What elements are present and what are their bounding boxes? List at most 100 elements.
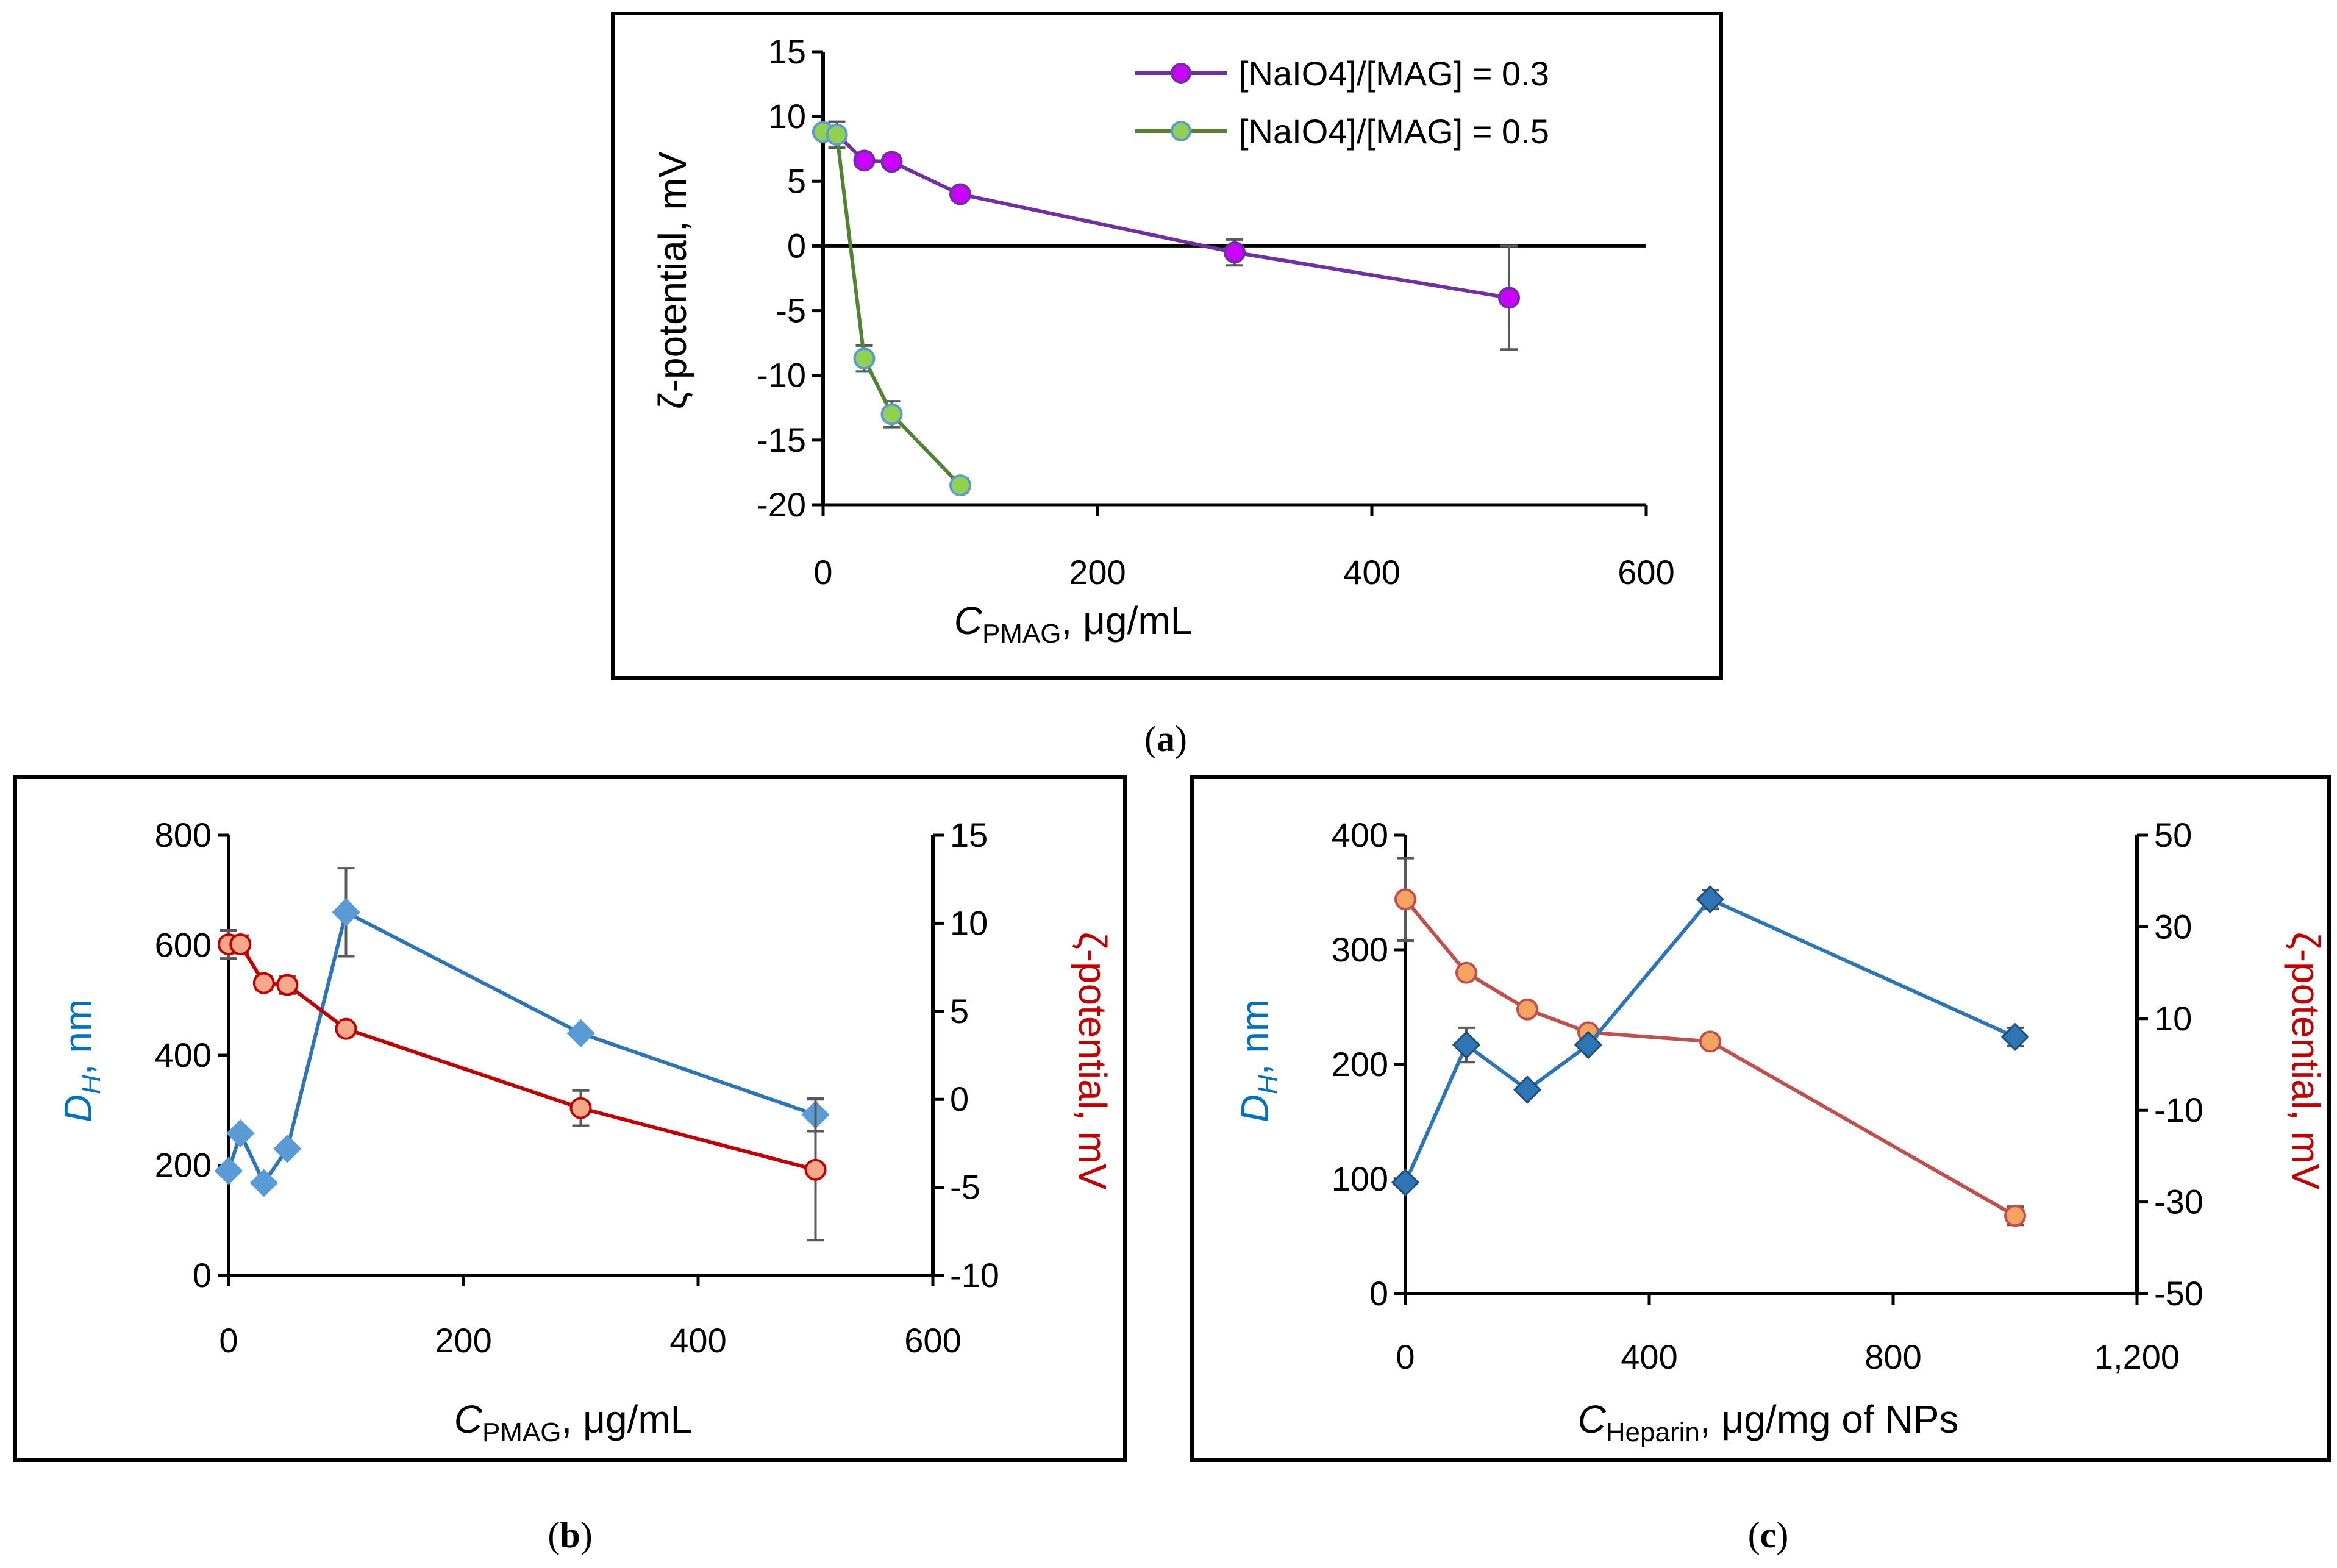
panel-c-plot: 0 400 800 1,200 0 100 200 300 400 -50 -30 -10 10 30 50 <box>1332 816 2203 1376</box>
panel-c-right-y-tick-label: 10 <box>2154 999 2192 1038</box>
panel-a-y-tick-label: -20 <box>757 485 806 524</box>
panel-b-zeta-point <box>804 1158 827 1181</box>
panel-b-right-y-tick-label: 15 <box>950 816 988 854</box>
panel-a-series-2-point <box>880 403 903 426</box>
panel-b-zeta-point <box>252 972 275 994</box>
panel-c-dh-point <box>1513 1075 1542 1104</box>
panel-a-y-tick-label: 0 <box>787 226 806 265</box>
panel-b-zeta-point <box>335 1017 357 1040</box>
panel-b-dh-point <box>249 1169 278 1197</box>
panel-b-right-axis-title: ζ-potential, mV <box>1071 932 1115 1189</box>
panel-c-zeta-point <box>1394 888 1416 911</box>
panel-b-left-y-tick-label: 600 <box>155 926 212 964</box>
panel-c-zeta-line <box>1404 898 2016 1217</box>
panel-c-left-y-tick-label: 200 <box>1332 1045 1388 1083</box>
panel-b-left-y-tick-label: 800 <box>155 816 212 854</box>
panel-a-series-2-point <box>853 347 876 370</box>
panel-c-left-y-tick-label: 0 <box>1369 1274 1388 1313</box>
legend-marker-series-1 <box>1171 63 1191 84</box>
panel-a-series-1-point <box>880 151 903 173</box>
panel-c-dh-point <box>1452 1030 1481 1060</box>
panel-c-zeta-point <box>1455 961 1477 984</box>
panel-a-x-tick-label: 0 <box>813 553 832 591</box>
panel-b-left-axis-title: DH, nm <box>56 999 106 1122</box>
legend-label-series-1: [NaIO4]/[MAG] = 0.3 <box>1239 54 1549 93</box>
panel-a-x-tick-label: 200 <box>1069 553 1126 591</box>
legend-marker-series-2 <box>1171 121 1191 141</box>
panel-a-series-1-point <box>949 183 971 205</box>
panel-c-dh-point <box>2000 1022 2030 1052</box>
panel-c: 0 400 800 1,200 0 100 200 300 400 -50 -30 -10 10 30 50… <box>1190 775 2331 1462</box>
legend-label-series-2: [NaIO4]/[MAG] = 0.5 <box>1239 112 1549 151</box>
panel-c-left-y-tick-label: 400 <box>1332 816 1388 854</box>
panel-b-x-tick-label: 600 <box>904 1321 961 1360</box>
panel-b-right-y-tick-label: -10 <box>950 1256 999 1294</box>
panel-a-x-tick-label: 400 <box>1343 553 1400 591</box>
panel-b: 0 200 400 600 0 200 400 600 800 -10 -5 0 5 10 15 DH, n… <box>13 775 1127 1462</box>
panel-a-y-tick-label: -5 <box>776 291 806 330</box>
panel-b-right-y-tick-label: -5 <box>950 1168 980 1206</box>
panel-c-zeta-point <box>1699 1030 1721 1053</box>
panel-b-dh-point <box>214 1156 243 1185</box>
panel-c-x-tick-label: 400 <box>1621 1338 1677 1376</box>
caption-b: (b) <box>548 1515 592 1555</box>
panel-c-zeta-point <box>2004 1205 2026 1227</box>
panel-c-left-axis-title: DH, nm <box>1233 999 1283 1122</box>
caption-a: (a) <box>1144 719 1187 759</box>
panel-b-dh-point <box>332 898 360 927</box>
panel-a-x-axis-title: CPMAG, μg/mL <box>954 599 1193 649</box>
panel-b-x-tick-label: 200 <box>435 1321 491 1360</box>
panel-a: 0 200 400 600 -20 -15 -10 -5 0 5 10 15 ζ-potential,… <box>611 12 1723 680</box>
panel-b-plot: 0 200 400 600 0 200 400 600 800 -10 -5 0 5 10 15 <box>155 816 999 1360</box>
panel-b-right-y-tick-label: 5 <box>950 992 969 1030</box>
panel-b-zeta-point <box>229 933 252 956</box>
panel-b-zeta-point <box>276 974 299 996</box>
panel-b-left-y-tick-label: 400 <box>155 1036 212 1074</box>
panel-b-dh-point <box>566 1019 595 1048</box>
panel-c-zeta-point <box>1516 998 1538 1021</box>
panel-c-dh-point <box>1696 885 1725 914</box>
panel-c-right-axis-title: ζ-potential, mV <box>2284 932 2328 1189</box>
panel-a-y-tick-label: -15 <box>757 421 806 459</box>
panel-c-x-tick-label: 800 <box>1864 1338 1921 1376</box>
panel-c-x-tick-label: 1,200 <box>2094 1338 2180 1376</box>
caption-c: (c) <box>1748 1515 1789 1555</box>
panel-b-frame <box>13 775 1127 1462</box>
panel-c-dh-point <box>1391 1168 1420 1197</box>
panel-b-right-y-tick-label: 10 <box>950 903 988 942</box>
panel-c-frame <box>1190 775 2331 1462</box>
panel-a-y-axis-title: ζ-potential, mV <box>651 151 694 409</box>
panel-b-left-y-tick-label: 0 <box>193 1256 212 1294</box>
panel-b-right-y-tick-label: 0 <box>950 1080 969 1118</box>
panel-a-y-tick-label: -10 <box>757 356 806 394</box>
panel-a-y-tick-label: 5 <box>787 162 806 200</box>
panel-c-left-y-tick-label: 300 <box>1332 930 1388 969</box>
panel-c-right-y-tick-label: -50 <box>2154 1274 2203 1313</box>
panel-a-series-2-point <box>949 474 971 497</box>
panel-a-series-2-point <box>826 123 848 146</box>
panel-c-right-y-tick-label: 30 <box>2154 907 2192 946</box>
panel-a-series-1-point <box>1498 287 1520 309</box>
panel-b-x-tick-label: 400 <box>669 1321 726 1360</box>
panel-b-dh-point <box>273 1135 302 1163</box>
panel-a-legend: [NaIO4]/[MAG] = 0.3 [NaIO4]/[MAG] = 0.5 <box>1135 54 1549 151</box>
panel-c-right-y-tick-label: -30 <box>2154 1183 2203 1221</box>
panel-c-right-y-tick-label: 50 <box>2154 816 2192 854</box>
panel-a-plot: 0 200 400 600 -20 -15 -10 -5 0 5 10 15 <box>757 32 1675 591</box>
panel-a-y-tick-label: 15 <box>768 32 806 71</box>
panel-a-y-tick-label: 10 <box>768 97 806 135</box>
panel-c-left-y-tick-label: 100 <box>1332 1160 1388 1198</box>
panel-a-series-1-point <box>853 149 876 172</box>
panel-b-x-axis-title: CPMAG, μg/mL <box>454 1397 693 1447</box>
panel-c-x-axis-title: CHeparin, μg/mg of NPs <box>1578 1397 1959 1447</box>
panel-c-x-tick-label: 0 <box>1396 1338 1415 1376</box>
panel-b-left-y-tick-label: 200 <box>155 1146 212 1185</box>
panel-c-right-y-tick-label: -10 <box>2154 1091 2203 1129</box>
panel-a-frame <box>611 12 1723 680</box>
panel-c-dh-point <box>1574 1030 1603 1060</box>
panel-b-dh-point <box>226 1119 255 1148</box>
panel-a-x-tick-label: 600 <box>1618 553 1674 591</box>
panel-b-x-tick-label: 0 <box>219 1321 238 1360</box>
panel-a-series-1-point <box>1224 241 1246 264</box>
